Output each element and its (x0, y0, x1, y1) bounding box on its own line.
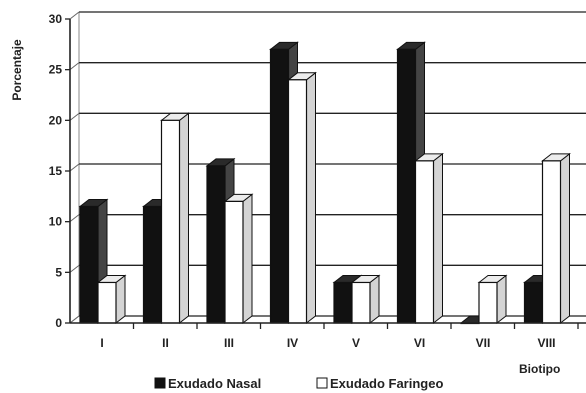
bar-exudado-faringeo (416, 154, 443, 323)
bar-exudado-faringeo (479, 275, 506, 323)
gridline-depth (70, 265, 79, 272)
y-axis-title: Porcentaje (10, 39, 24, 101)
x-axis-title: Biotipo (519, 362, 560, 376)
bar-exudado-faringeo (225, 194, 252, 323)
x-tick-label: III (224, 336, 234, 350)
legend: Exudado Nasal Exudado Faringeo (155, 376, 443, 391)
y-tick-label: 0 (55, 316, 62, 330)
x-tick-label: VI (414, 336, 425, 350)
y-tick-label: 5 (55, 265, 62, 279)
bar-exudado-faringeo (289, 73, 316, 323)
x-tick-label: V (352, 336, 360, 350)
bar-exudado-faringeo (352, 275, 379, 323)
legend-swatch-faringeo (317, 378, 327, 388)
gridline-depth (70, 316, 79, 323)
bar-exudado-faringeo (98, 275, 125, 323)
x-tick-label: VII (476, 336, 491, 350)
y-tick-label: 15 (49, 164, 63, 178)
bars (80, 42, 570, 323)
legend-swatch-nasal (155, 378, 165, 388)
gridline-depth (70, 215, 79, 222)
x-tick-label: I (100, 336, 103, 350)
gridline-depth (70, 113, 79, 120)
y-tick-label: 25 (49, 63, 63, 77)
x-tick-label: IV (287, 336, 298, 350)
y-tick-label: 10 (49, 215, 63, 229)
legend-label-nasal: Exudado Nasal (168, 376, 261, 391)
x-tick-label: VIII (537, 336, 555, 350)
gridline-depth (70, 63, 79, 70)
y-tick-label: 20 (49, 113, 63, 127)
gridline-depth (70, 164, 79, 171)
bar-exudado-faringeo (162, 113, 189, 323)
gridline-depth (70, 12, 79, 19)
y-tick-label: 30 (49, 12, 63, 26)
legend-label-faringeo: Exudado Faringeo (330, 376, 443, 391)
bar-exudado-faringeo (543, 154, 570, 323)
x-tick-label: II (162, 336, 169, 350)
